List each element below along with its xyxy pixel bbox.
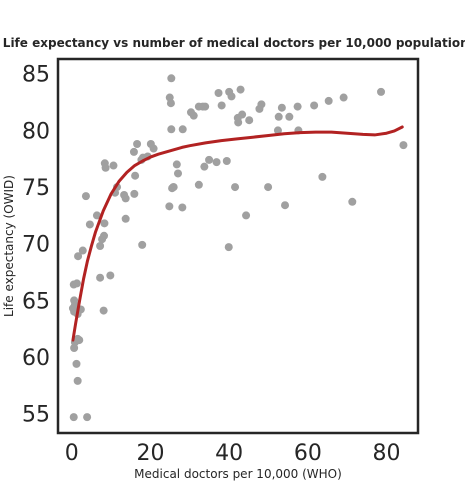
data-point-46	[146, 140, 155, 148]
plot-area	[56, 57, 420, 435]
y-tick-label-85: 85	[22, 63, 50, 88]
data-point-90	[310, 101, 319, 110]
y-tick-label-65: 65	[22, 289, 50, 314]
data-point-60	[189, 111, 198, 120]
data-point-80	[245, 116, 254, 125]
y-tick-label-70: 70	[22, 233, 50, 258]
data-point-19	[96, 273, 105, 282]
data-point-7	[73, 334, 82, 343]
data-point-95	[377, 87, 386, 96]
data-point-89	[293, 102, 302, 111]
data-point-3	[72, 359, 81, 368]
data-point-42	[133, 140, 142, 148]
data-point-0	[69, 413, 78, 422]
data-point-93	[339, 93, 348, 102]
data-point-35	[121, 194, 130, 203]
data-point-48	[167, 125, 176, 134]
data-point-38	[138, 240, 147, 249]
data-point-86	[281, 201, 290, 210]
data-point-17	[74, 252, 83, 261]
data-point-75	[238, 110, 247, 119]
data-point-26	[100, 219, 109, 228]
data-point-97	[273, 126, 282, 135]
data-point-31	[109, 161, 118, 170]
y-axis-ticks: 55 60 65 70 75 80 85	[22, 63, 50, 428]
y-tick-label-80: 80	[22, 119, 50, 144]
x-tick-label-0: 0	[65, 441, 79, 466]
data-point-22	[96, 242, 105, 250]
data-point-70	[222, 157, 231, 165]
data-point-87	[285, 112, 294, 121]
y-tick-label-75: 75	[22, 176, 50, 201]
data-point-27	[92, 211, 101, 220]
data-point-2	[73, 376, 82, 385]
data-point-84	[274, 112, 283, 121]
data-point-76	[236, 85, 245, 94]
data-point-51	[165, 93, 174, 102]
data-point-54	[168, 184, 177, 193]
x-axis-label: Medical doctors per 10,000 (WHO)	[134, 467, 342, 481]
data-point-1	[83, 413, 92, 422]
data-point-65	[200, 162, 209, 171]
data-point-85	[277, 103, 286, 112]
x-axis-ticks: 0 20 40 60 80	[65, 441, 401, 466]
data-point-16	[72, 279, 81, 288]
y-axis-label: Life expectancy (OWID)	[2, 175, 16, 317]
data-point-50	[167, 74, 176, 83]
trend-line	[71, 125, 404, 342]
x-tick-label-60: 60	[294, 441, 322, 466]
data-point-69	[214, 89, 223, 97]
data-point-78	[234, 118, 243, 127]
data-point-21	[106, 271, 115, 280]
data-point-30	[101, 163, 110, 172]
data-point-36	[121, 214, 130, 223]
data-point-58	[178, 203, 187, 212]
data-point-55	[172, 160, 181, 169]
data-point-94	[348, 197, 357, 206]
data-point-96	[399, 141, 408, 150]
data-point-40	[129, 147, 138, 156]
chart-title: Life expectancy vs number of medical doc…	[3, 36, 465, 50]
x-tick-label-40: 40	[215, 441, 243, 466]
data-point-18	[78, 246, 87, 255]
data-point-77	[224, 243, 233, 252]
data-point-66	[205, 155, 214, 164]
data-point-72	[225, 87, 234, 96]
data-point-63	[201, 102, 210, 111]
y-tick-label-60: 60	[22, 346, 50, 371]
data-point-14	[70, 296, 79, 305]
data-point-73	[231, 183, 240, 192]
data-point-20	[99, 306, 108, 315]
data-point-24	[100, 231, 109, 240]
data-point-68	[217, 101, 226, 110]
data-point-67	[212, 158, 221, 167]
x-tick-label-20: 20	[136, 441, 164, 466]
y-tick-label-55: 55	[22, 403, 50, 428]
data-point-25	[85, 220, 94, 229]
data-point-57	[178, 125, 187, 134]
data-point-47	[165, 202, 174, 211]
data-point-37	[130, 189, 139, 198]
data-point-82	[257, 100, 266, 109]
data-point-39	[131, 171, 140, 180]
data-point-28	[81, 192, 90, 201]
data-point-83	[264, 183, 273, 192]
plot-frame	[56, 57, 420, 435]
data-point-79	[242, 211, 251, 220]
data-point-92	[324, 96, 333, 105]
data-point-56	[174, 169, 182, 178]
x-tick-label-80: 80	[373, 441, 401, 466]
data-point-64	[194, 180, 203, 189]
data-point-91	[318, 172, 327, 181]
